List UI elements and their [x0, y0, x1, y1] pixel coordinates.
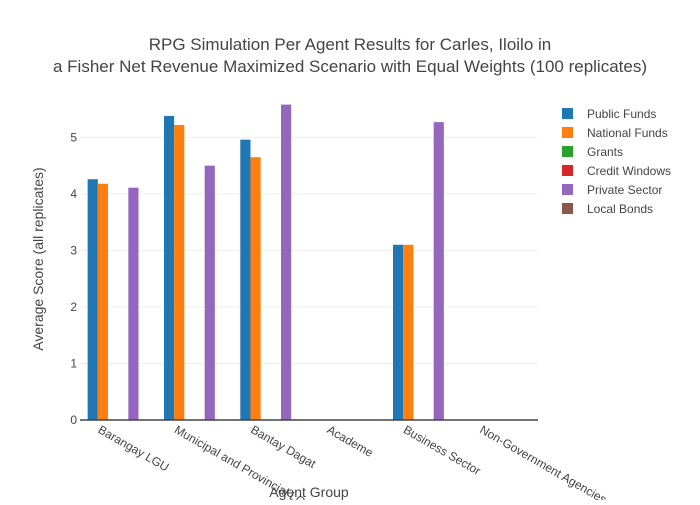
bar-national-funds-0[interactable] [97, 183, 108, 420]
x-tick-label: Academe [325, 422, 376, 460]
x-axis-label: Agent Group [269, 484, 349, 500]
legend: Public Funds National Funds Grants Credit W… [562, 107, 671, 216]
bar-public-funds-2[interactable] [240, 139, 251, 421]
legend-label[interactable]: Local Bonds [587, 202, 653, 216]
y-tick-label: 1 [70, 356, 77, 370]
bar-private-sector-4[interactable] [433, 122, 444, 420]
x-tick-label: Bantay Dagat [248, 422, 319, 471]
chart-title-line-2: a Fisher Net Revenue Maximized Scenario … [53, 57, 647, 76]
y-tick-label: 5 [70, 130, 77, 144]
bar-national-funds-1[interactable] [174, 124, 185, 421]
y-tick-label: 0 [70, 413, 77, 427]
legend-swatch [562, 184, 573, 195]
x-tick-labels: Barangay LGU Municipal and Provincial LGU… [96, 422, 609, 505]
x-tick-label: Barangay LGU [96, 422, 172, 474]
bar-public-funds-4[interactable] [392, 244, 404, 420]
bars [87, 104, 444, 421]
y-tick-label: 4 [70, 187, 77, 201]
legend-label[interactable]: National Funds [587, 126, 668, 140]
y-tick-label: 3 [70, 243, 77, 257]
legend-swatch [562, 108, 573, 119]
y-tick-labels: 0 1 2 3 4 5 [70, 130, 77, 427]
bar-private-sector-1[interactable] [204, 165, 215, 420]
legend-swatch [562, 203, 573, 214]
bar-national-funds-2[interactable] [250, 157, 261, 420]
y-tick-label: 2 [70, 300, 77, 314]
legend-swatch [562, 146, 573, 157]
y-axis-label: Average Score (all replicates) [30, 167, 46, 350]
legend-label[interactable]: Private Sector [587, 183, 662, 197]
bar-public-funds-1[interactable] [163, 115, 175, 421]
legend-label[interactable]: Credit Windows [587, 164, 671, 178]
bar-national-funds-4[interactable] [403, 244, 414, 420]
bar-private-sector-2[interactable] [281, 104, 292, 420]
bar-private-sector-0[interactable] [128, 187, 139, 420]
legend-swatch [562, 165, 573, 176]
legend-swatch [562, 127, 573, 138]
x-tick-label: Non-Government Agencies [477, 422, 609, 500]
grid-lines [80, 136, 538, 364]
chart-title-line-1: RPG Simulation Per Agent Results for Car… [149, 35, 552, 54]
legend-label[interactable]: Public Funds [587, 107, 656, 121]
bar-public-funds-0[interactable] [87, 179, 98, 420]
x-tick-label: Business Sector [401, 422, 483, 477]
legend-label[interactable]: Grants [587, 145, 623, 159]
